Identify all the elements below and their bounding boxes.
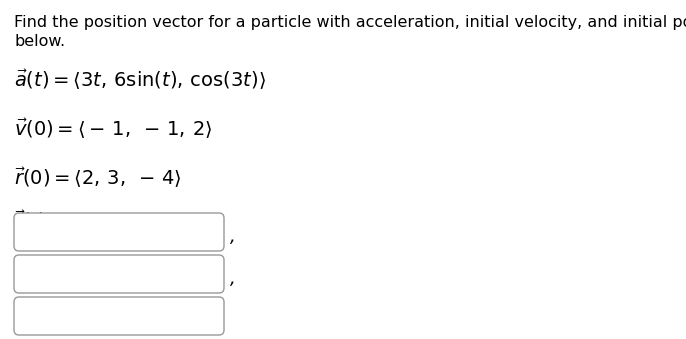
Text: $\vec{r}(t) =$: $\vec{r}(t) =$ [14,209,65,232]
Text: $\vec{r}(0) = \langle 2,\, 3,\; -\, 4\rangle$: $\vec{r}(0) = \langle 2,\, 3,\; -\, 4\ra… [14,166,182,190]
Text: ,: , [230,270,236,287]
FancyBboxPatch shape [14,297,224,335]
FancyBboxPatch shape [14,213,224,251]
Text: below.: below. [14,34,65,49]
Text: $\vec{v}(0) = \langle -\, 1,\; -\, 1,\, 2\rangle$: $\vec{v}(0) = \langle -\, 1,\; -\, 1,\, … [14,117,213,141]
Text: $\vec{a}(t) = \langle 3t,\, 6\sin(t),\, \cos(3t)\rangle$: $\vec{a}(t) = \langle 3t,\, 6\sin(t),\, … [14,68,266,92]
Text: Find the position vector for a particle with acceleration, initial velocity, and: Find the position vector for a particle … [14,15,686,30]
FancyBboxPatch shape [14,255,224,293]
Text: ,: , [230,227,236,245]
